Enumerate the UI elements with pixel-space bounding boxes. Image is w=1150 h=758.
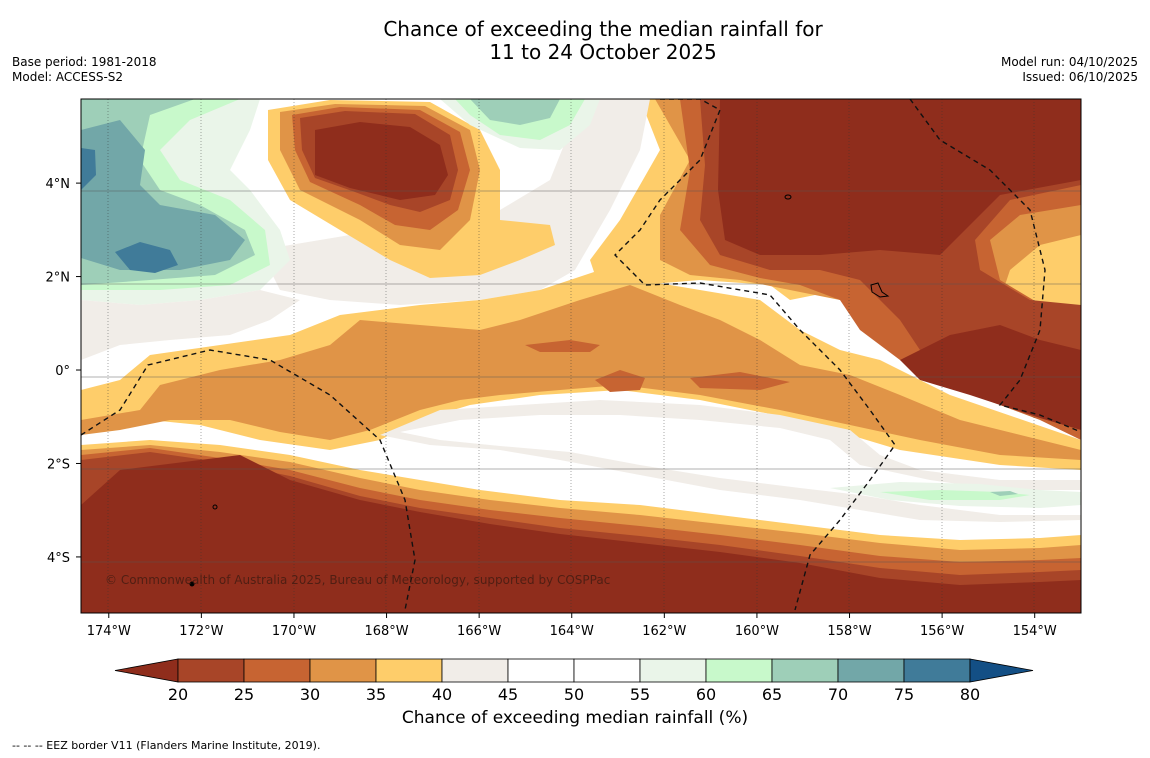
colorbar-tick-label: 30 bbox=[300, 685, 320, 704]
y-tick-label: 4°N bbox=[46, 177, 71, 192]
island-marker bbox=[212, 504, 218, 510]
colorbar-tick-label: 80 bbox=[960, 685, 980, 704]
colorbar-segment bbox=[309, 658, 377, 683]
colorbar-tick-label: 50 bbox=[564, 685, 584, 704]
region-equatorial-25-30-blob bbox=[525, 340, 790, 392]
colorbar-tick-label: 65 bbox=[762, 685, 782, 704]
colorbar-max-arrow bbox=[969, 658, 1034, 683]
region-west-neutral bbox=[81, 290, 300, 360]
colorbar-tick-label: 55 bbox=[630, 685, 650, 704]
graticule-horizontal bbox=[81, 190, 1081, 563]
colorbar-segment bbox=[903, 658, 971, 683]
model-run: Model run: 04/10/2025 bbox=[1000, 55, 1138, 69]
meta-right: Model run: 04/10/2025 Issued: 06/10/2025 bbox=[1001, 55, 1138, 85]
x-tick-label: 154°W bbox=[1013, 624, 1057, 639]
colorbar-tick-label: 40 bbox=[432, 685, 452, 704]
colorbar-tick-label: 35 bbox=[366, 685, 386, 704]
island-outline bbox=[870, 282, 890, 298]
y-axis-ticks: 4°N 2°N 0° 2°S 4°S bbox=[46, 177, 81, 566]
x-tick-label: 160°W bbox=[735, 624, 779, 639]
title-line-1: Chance of exceeding the median rainfall … bbox=[383, 17, 823, 41]
y-tick-label: 2°N bbox=[46, 271, 71, 286]
colorbar-tick-label: 20 bbox=[168, 685, 188, 704]
colorbar-segment bbox=[837, 658, 905, 683]
colorbar-segment bbox=[375, 658, 443, 683]
map-frame bbox=[80, 98, 1082, 614]
region-northcentral-under-20 bbox=[315, 122, 448, 200]
eez-footnote: -- -- -- EEZ border V11 (Flanders Marine… bbox=[12, 739, 321, 752]
colorbar-tick-label: 70 bbox=[828, 685, 848, 704]
region-northwest-70-75 bbox=[81, 120, 245, 270]
region-northwest-75-80 bbox=[81, 148, 178, 273]
issued-date: Issued: 06/10/2025 bbox=[1022, 70, 1138, 84]
region-north-neutral bbox=[260, 99, 650, 305]
x-tick-label: 166°W bbox=[457, 624, 501, 639]
colorbar-tick-label: 60 bbox=[696, 685, 716, 704]
island-marker bbox=[189, 581, 195, 587]
colorbar-tick-label: 25 bbox=[234, 685, 254, 704]
copyright-text: © Commonwealth of Australia 2025, Bureau… bbox=[105, 573, 610, 587]
colorbar-segment bbox=[639, 658, 707, 683]
x-tick-label: 170°W bbox=[272, 624, 316, 639]
colorbar-segment bbox=[177, 658, 245, 683]
map-field: © Commonwealth of Australia 2025, Bureau… bbox=[81, 99, 1081, 613]
x-axis-ticks: 174°W 172°W 170°W 168°W 166°W 164°W 162°W 160°W… bbox=[87, 613, 1057, 639]
x-tick-label: 164°W bbox=[550, 624, 594, 639]
title-line-2: 11 to 24 October 2025 bbox=[489, 40, 717, 64]
region-equatorial-30-35 bbox=[81, 285, 1081, 460]
region-east-under-20 bbox=[900, 325, 1081, 430]
x-tick-label: 174°W bbox=[87, 624, 131, 639]
colorbar-segment bbox=[507, 658, 575, 683]
colorbar-segment bbox=[705, 658, 773, 683]
x-tick-label: 158°W bbox=[827, 624, 871, 639]
model-name: Model: ACCESS-S2 bbox=[12, 70, 124, 84]
y-tick-label: 0° bbox=[55, 364, 70, 379]
colorbar-tick-label: 75 bbox=[894, 685, 914, 704]
meta-left: Base period: 1981-2018 Model: ACCESS-S2 bbox=[12, 55, 157, 85]
colorbar-tick-label: 45 bbox=[498, 685, 518, 704]
x-tick-label: 162°W bbox=[642, 624, 686, 639]
eez-borders bbox=[81, 99, 1081, 611]
region-south-under-20 bbox=[81, 455, 1081, 613]
x-tick-label: 156°W bbox=[920, 624, 964, 639]
region-northeast-under-20 bbox=[718, 99, 1081, 255]
colorbar-segment bbox=[243, 658, 311, 683]
region-north-small-wet-core bbox=[470, 99, 560, 125]
base-period: Base period: 1981-2018 bbox=[12, 55, 157, 69]
x-tick-label: 168°W bbox=[364, 624, 408, 639]
colorbar-min-arrow bbox=[114, 658, 179, 683]
colorbar-segment bbox=[573, 658, 641, 683]
islands bbox=[189, 194, 890, 587]
chart-title: Chance of exceeding the median rainfall … bbox=[0, 18, 1150, 64]
y-tick-label: 4°S bbox=[47, 551, 70, 566]
y-tick-label: 2°S bbox=[47, 457, 70, 472]
colorbar-segment bbox=[441, 658, 509, 683]
island-marker bbox=[784, 194, 792, 200]
colorbar-label: Chance of exceeding median rainfall (%) bbox=[401, 708, 749, 728]
region-southeast-65-70 bbox=[990, 491, 1018, 496]
colorbar-segment bbox=[771, 658, 839, 683]
x-tick-label: 172°W bbox=[179, 624, 223, 639]
colorbar: 20 25 30 35 40 45 50 55 60 65 70 75 80 bbox=[114, 658, 1034, 704]
